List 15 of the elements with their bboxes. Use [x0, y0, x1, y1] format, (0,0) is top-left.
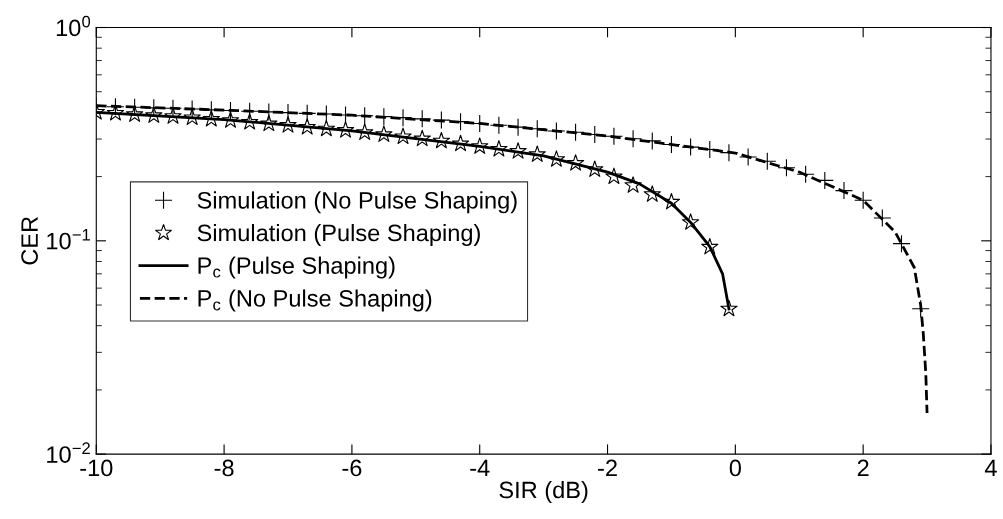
- x-tick-label: 4: [984, 459, 997, 477]
- x-tick-label: -6: [342, 459, 362, 477]
- x-tick-label: -2: [598, 459, 617, 477]
- x-tick-label: -4: [470, 459, 490, 477]
- y-tick-label: 10$^{0}$: [56, 15, 91, 37]
- y-axis-title: CER: [21, 216, 38, 265]
- x-axis-title: SIR (dB): [499, 481, 588, 503]
- legend-label: P$_{c}$ (Pulse Shaping): [198, 256, 395, 279]
- y-tick-label: 10$^{−1}$: [47, 229, 90, 250]
- legend-label: Simulation (Pulse Shaping): [197, 223, 480, 246]
- x-tick-label: -8: [214, 459, 234, 477]
- x-tick-label: 2: [857, 459, 869, 477]
- legend-label: Simulation (No Pulse Shaping): [197, 191, 517, 214]
- x-tick-label: 0: [729, 459, 741, 477]
- legend-label: P$_{c}$ (No Pulse Shaping): [198, 289, 432, 312]
